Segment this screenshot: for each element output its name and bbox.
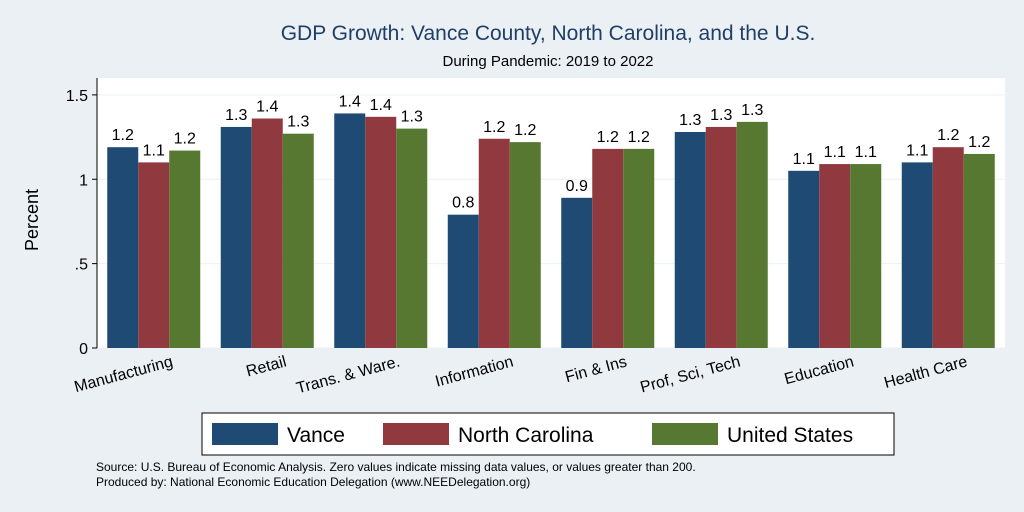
bar-north-carolina-health-care	[932, 147, 964, 348]
legend: Vance North Carolina United States	[201, 412, 895, 456]
bar-vance-health-care	[901, 162, 933, 348]
bar-north-carolina-information	[478, 138, 510, 348]
data-label: 1.2	[174, 131, 196, 148]
data-labels: 1.2 1.1 1.2 1.3 1.4 1.3 1.4 1.4 1.3 0.8 1.2 1.2 0.9 1…	[112, 93, 991, 211]
data-label: 1.1	[793, 151, 815, 168]
data-label: 0.9	[566, 178, 588, 195]
chart-subtitle: During Pandemic: 2019 to 2022	[443, 53, 654, 70]
bar-united-states-health-care	[963, 153, 995, 348]
bar-united-states-trans-ware	[396, 128, 428, 348]
bars	[107, 113, 995, 348]
y-axis: 0 .5 1 1.5	[66, 78, 98, 358]
legend-swatch-north-carolina	[383, 423, 449, 445]
legend-swatch-vance	[212, 423, 278, 445]
bar-vance-information	[447, 214, 479, 348]
bar-north-carolina-retail	[251, 118, 283, 348]
bar-united-states-education	[850, 164, 882, 348]
bar-united-states-retail	[282, 133, 314, 348]
legend-label-vance: Vance	[287, 424, 345, 447]
data-label: 1.2	[937, 127, 959, 144]
data-label: 1.4	[339, 93, 361, 110]
chart-title: GDP Growth: Vance County, North Carolina…	[281, 22, 816, 45]
bar-vance-fin-ins	[561, 197, 593, 348]
data-label: 1.3	[710, 107, 732, 124]
legend-box	[201, 412, 895, 456]
legend-label-north-carolina: North Carolina	[458, 424, 594, 447]
legend-label-united-states: United States	[727, 424, 853, 447]
data-label: 1.3	[741, 102, 763, 119]
bar-united-states-prof-sci-tech	[736, 121, 768, 348]
bar-united-states-fin-ins	[623, 148, 655, 348]
data-label: 0.8	[452, 195, 474, 212]
bar-vance-trans-ware	[334, 113, 366, 348]
y-tick-label: 1	[79, 172, 88, 189]
bar-north-carolina-prof-sci-tech	[705, 126, 737, 348]
produced-by-note: Produced by: National Economic Education…	[96, 475, 530, 489]
data-label: 1.2	[628, 129, 650, 146]
bar-vance-retail	[220, 126, 252, 348]
data-label: 1.3	[225, 107, 247, 124]
data-label: 1.3	[679, 112, 701, 129]
y-tick-label: 0	[79, 341, 88, 358]
data-label: 1.3	[287, 114, 309, 131]
data-label: 1.1	[855, 144, 877, 161]
bar-vance-education	[788, 170, 820, 348]
bar-north-carolina-fin-ins	[592, 148, 624, 348]
data-label: 1.2	[112, 127, 134, 144]
source-note: Source: U.S. Bureau of Economic Analysis…	[96, 460, 696, 474]
bar-united-states-information	[509, 142, 541, 348]
bar-vance-prof-sci-tech	[674, 132, 706, 348]
bar-vance-manufacturing	[107, 147, 139, 348]
data-label: 1.2	[597, 129, 619, 146]
y-axis-label: Percent	[22, 189, 42, 251]
data-label: 1.1	[824, 144, 846, 161]
bar-north-carolina-education	[819, 164, 851, 348]
bar-north-carolina-trans-ware	[365, 116, 397, 348]
data-label: 1.4	[256, 99, 278, 116]
bar-north-carolina-manufacturing	[138, 162, 170, 348]
data-label: 1.2	[968, 134, 990, 151]
data-label: 1.1	[906, 142, 928, 159]
data-label: 1.2	[514, 122, 536, 139]
data-label: 1.4	[370, 97, 392, 114]
y-tick-label: 1.5	[66, 88, 88, 105]
y-tick-label: .5	[75, 257, 88, 274]
data-label: 1.2	[483, 119, 505, 136]
data-label: 1.1	[143, 142, 165, 159]
legend-swatch-united-states	[652, 423, 718, 445]
bar-united-states-manufacturing	[169, 150, 201, 348]
data-label: 1.3	[401, 109, 423, 126]
